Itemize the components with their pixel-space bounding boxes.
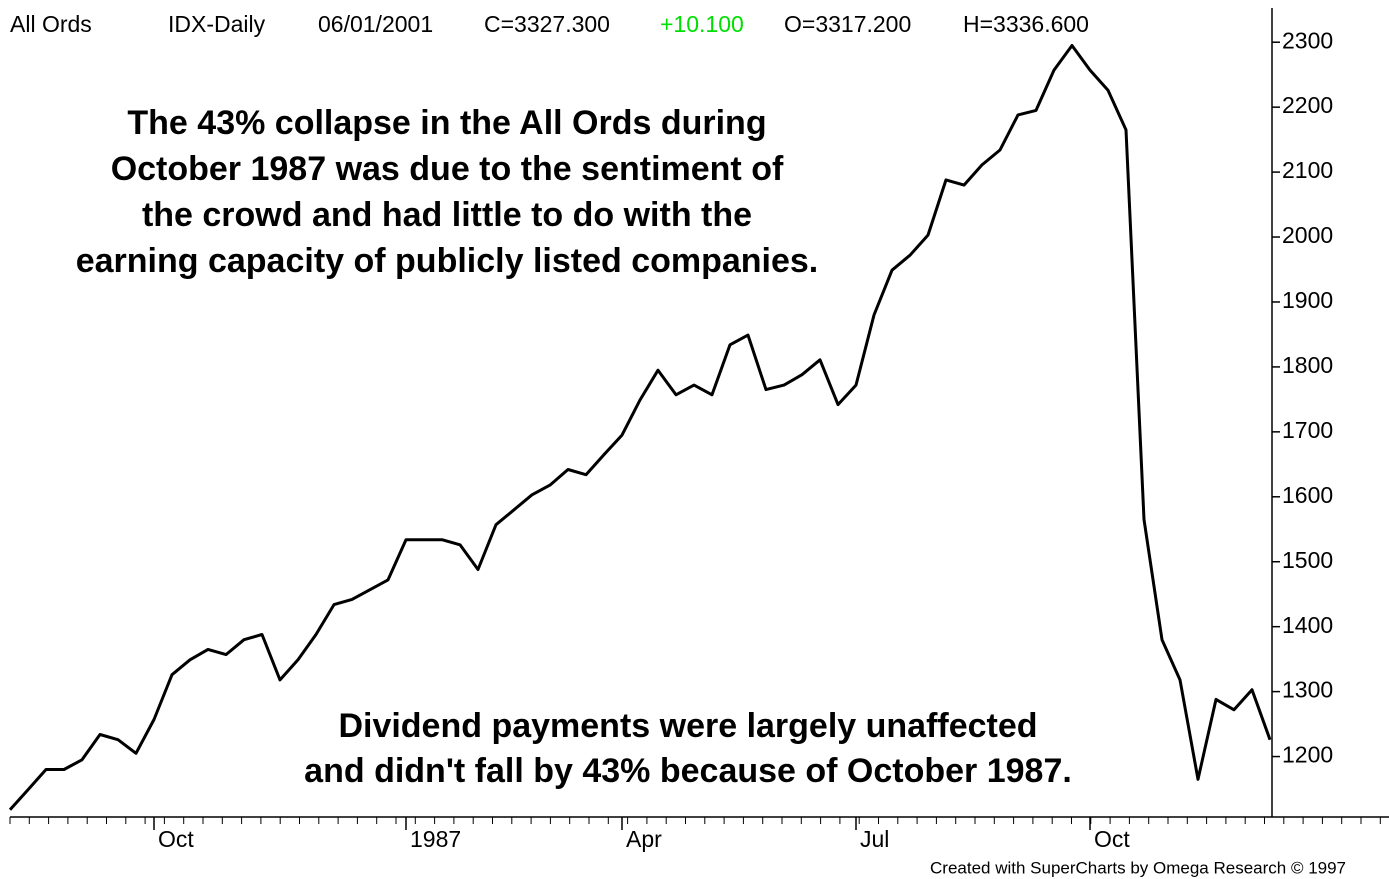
price-line: [8, 44, 1272, 811]
y-tick-label: 1300: [1282, 677, 1333, 703]
y-tick-label: 1700: [1282, 417, 1333, 443]
y-tick-label: 1600: [1282, 482, 1333, 508]
y-tick-label: 2300: [1282, 27, 1333, 53]
y-tick-label: 2100: [1282, 157, 1333, 183]
y-tick-label: 1900: [1282, 287, 1333, 313]
annotation: The 43% collapse in the All Ords during: [127, 104, 766, 142]
annotation: October 1987 was due to the sentiment of: [111, 150, 784, 188]
x-tick-label: Oct: [158, 826, 194, 852]
y-tick-label: 1200: [1282, 742, 1333, 768]
annotation: and didn't fall by 43% because of Octobe…: [304, 752, 1072, 790]
annotation: earning capacity of publicly listed comp…: [76, 242, 819, 280]
x-tick-label: 1987: [410, 826, 461, 852]
annotation: the crowd and had little to do with the: [142, 196, 752, 234]
header-item: C=3327.300: [484, 11, 610, 37]
annotation: Dividend payments were largely unaffecte…: [338, 707, 1037, 745]
header-item: +10.100: [660, 11, 744, 37]
x-tick-label: Apr: [626, 826, 662, 852]
y-tick-label: 1800: [1282, 352, 1333, 378]
header-item: H=3336.600: [963, 11, 1089, 37]
y-tick-label: 2200: [1282, 92, 1333, 118]
y-tick-label: 1400: [1282, 612, 1333, 638]
header-item: IDX-Daily: [168, 11, 266, 37]
header-item: All Ords: [10, 11, 92, 37]
y-tick-label: 1500: [1282, 547, 1333, 573]
y-tick-label: 2000: [1282, 222, 1333, 248]
header-item: O=3317.200: [784, 11, 911, 37]
x-tick-label: Oct: [1094, 826, 1130, 852]
x-tick-label: Jul: [860, 826, 889, 852]
footer: Created with SuperCharts by Omega Resear…: [930, 858, 1346, 877]
header-item: 06/01/2001: [318, 11, 433, 37]
